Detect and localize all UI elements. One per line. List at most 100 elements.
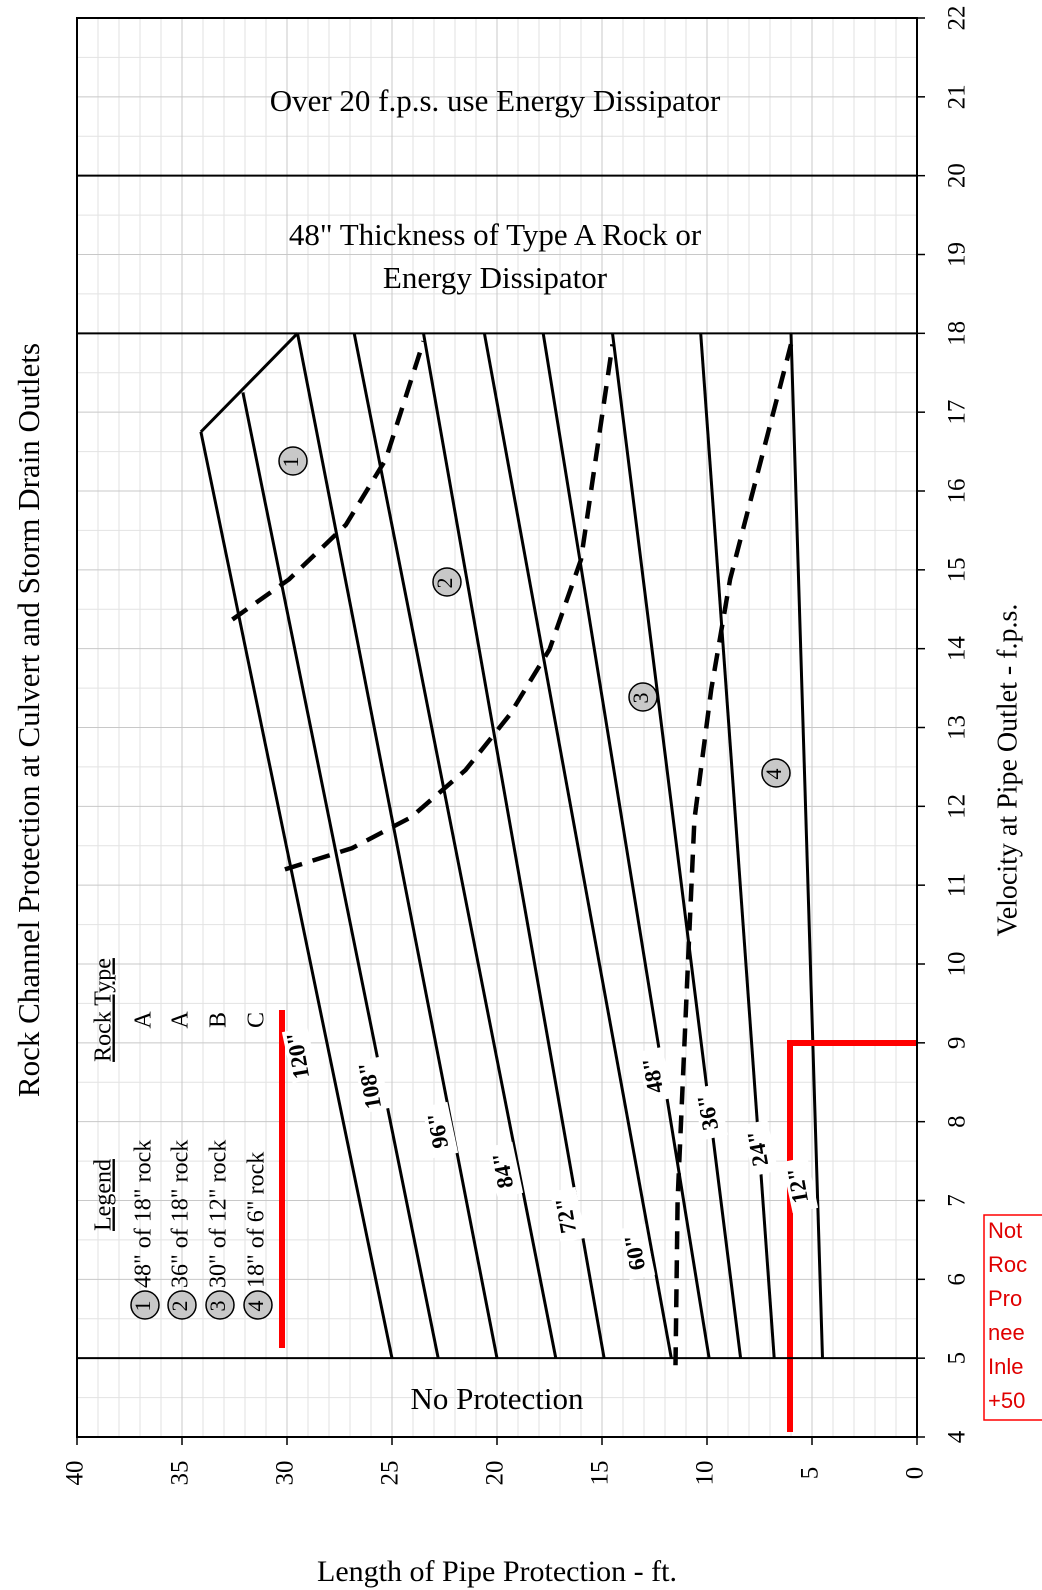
zone-label: 2 xyxy=(432,578,457,589)
y-tick-label: 20 xyxy=(944,163,971,188)
y-tick-label: 14 xyxy=(944,636,971,662)
marks xyxy=(199,332,824,1366)
pipe-line xyxy=(482,333,673,1359)
y-tick-label: 8 xyxy=(944,1115,971,1128)
boundary-line xyxy=(284,344,615,872)
note-line: +50 xyxy=(988,1388,1025,1413)
x-tick-label: 15 xyxy=(587,1461,614,1486)
y-tick-label: 11 xyxy=(944,873,971,897)
y-tick-label: 15 xyxy=(944,557,971,582)
pipe-line xyxy=(789,333,824,1359)
y-tick-label: 19 xyxy=(944,242,971,267)
zone-badge xyxy=(278,446,308,476)
series-label: 36" xyxy=(692,1093,723,1133)
zone-label: 2 xyxy=(167,1301,192,1312)
y-tick-label: 16 xyxy=(944,479,971,504)
pipe-line xyxy=(199,431,394,1359)
zone-badge xyxy=(243,1290,273,1320)
y-tick-label: 12 xyxy=(944,794,971,819)
legend-rock-type: B xyxy=(206,1012,232,1028)
y-tick-label: 7 xyxy=(944,1194,971,1207)
legend-item: 18" of 6" rock xyxy=(244,1152,270,1288)
x-tick-label: 0 xyxy=(902,1467,929,1480)
y-tick-label: 9 xyxy=(944,1037,971,1050)
y-tick-label: 4 xyxy=(944,1430,971,1443)
x-tick-label: 5 xyxy=(797,1467,824,1480)
y-tick-label: 10 xyxy=(944,952,971,977)
label-bg xyxy=(781,1156,819,1214)
note-line: Inle xyxy=(988,1354,1023,1379)
y-tick-label: 6 xyxy=(944,1273,971,1286)
zone-badge xyxy=(432,567,462,597)
y-tick-label: 5 xyxy=(944,1352,971,1365)
series-label: 84" xyxy=(487,1151,518,1191)
y-axis-label: Velocity at Pipe Outlet - f.p.s. xyxy=(992,604,1023,937)
x-axis-label: Length of Pipe Protection - ft. xyxy=(317,1555,677,1588)
zone-label: 3 xyxy=(628,693,653,704)
label-bg xyxy=(549,1186,587,1244)
zone-badge xyxy=(628,682,658,712)
pipe-line xyxy=(241,392,440,1359)
note-line: Pro xyxy=(988,1286,1022,1311)
note-box xyxy=(983,1214,1042,1421)
boundary-line xyxy=(673,343,794,1366)
x-tick-label: 10 xyxy=(692,1461,719,1486)
zone-label: 3 xyxy=(205,1301,230,1312)
series-label: 12" xyxy=(782,1166,813,1206)
pipe-line xyxy=(541,333,711,1359)
y-tick-label: 22 xyxy=(944,6,971,31)
x-tick-label: 30 xyxy=(272,1461,299,1486)
zone-badge xyxy=(167,1290,197,1320)
zone-badge xyxy=(205,1290,235,1320)
legend-item: 36" of 18" rock xyxy=(168,1140,194,1288)
note-line: nee xyxy=(988,1320,1025,1345)
label-bg xyxy=(281,1026,319,1084)
zone-label: 4 xyxy=(243,1301,268,1312)
series-label: 48" xyxy=(637,1056,668,1096)
region-label: No Protection xyxy=(410,1381,584,1416)
chart-title: Rock Channel Protection at Culvert and S… xyxy=(11,343,46,1097)
legend-type-title: Rock Type xyxy=(91,958,117,1062)
label-bg xyxy=(691,1083,729,1141)
x-tick-label: 25 xyxy=(377,1461,404,1486)
x-tick-label: 20 xyxy=(482,1461,509,1486)
label-bg xyxy=(618,1223,656,1281)
series-label: 72" xyxy=(550,1196,581,1236)
y-tick-label: 18 xyxy=(944,321,971,346)
pipe-line xyxy=(611,333,743,1359)
y-tick-label: 17 xyxy=(944,400,971,425)
zone-badge xyxy=(761,758,791,788)
legend-title: Legend xyxy=(91,1159,117,1231)
legend-rock-type: A xyxy=(168,1011,194,1029)
x-tick-label: 35 xyxy=(167,1461,194,1486)
boundary-line xyxy=(231,340,426,622)
region-label: Over 20 f.p.s. use Energy Dissipator xyxy=(270,83,721,118)
y-tick-label: 21 xyxy=(944,84,971,109)
note-line: Not xyxy=(988,1218,1022,1243)
label-bg xyxy=(421,1101,459,1159)
note-line: Roc xyxy=(988,1252,1027,1277)
legend-item: 30" of 12" rock xyxy=(206,1140,232,1288)
region-label: Energy Dissipator xyxy=(383,260,608,295)
series-label: 60" xyxy=(619,1233,650,1273)
label-bg xyxy=(353,1056,391,1114)
zone-badge xyxy=(130,1290,160,1320)
pipe-line xyxy=(352,333,558,1359)
legend-rock-type: C xyxy=(244,1012,270,1028)
plot-frame xyxy=(76,17,918,1438)
reading-line xyxy=(787,1040,917,1432)
outline-line xyxy=(199,332,299,433)
zone-label: 1 xyxy=(130,1301,155,1312)
legend-rock-type: A xyxy=(131,1011,157,1029)
pipe-line xyxy=(699,333,776,1359)
zone-label: 4 xyxy=(761,769,786,780)
x-tick-label: 40 xyxy=(62,1461,89,1486)
pipe-line xyxy=(296,333,499,1359)
zone-label: 1 xyxy=(278,457,303,468)
legend-item: 48" of 18" rock xyxy=(131,1140,157,1288)
label-bg xyxy=(486,1141,524,1199)
series-label: 24" xyxy=(742,1129,773,1169)
y-tick-label: 13 xyxy=(944,715,971,740)
region-label: 48" Thickness of Type A Rock or xyxy=(289,217,702,252)
